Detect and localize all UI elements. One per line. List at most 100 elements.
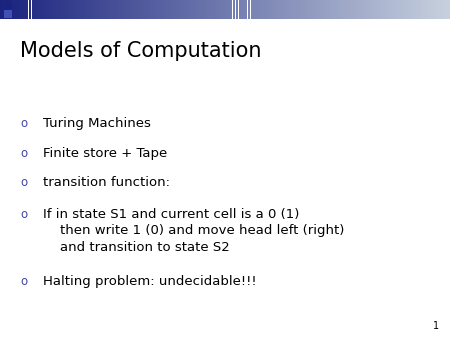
Bar xyxy=(48,0,50,19)
Bar xyxy=(183,0,184,19)
Bar xyxy=(356,0,357,19)
Bar xyxy=(180,0,181,19)
Bar xyxy=(216,0,217,19)
Bar xyxy=(212,0,213,19)
Bar xyxy=(1,0,3,19)
Bar xyxy=(449,0,450,19)
Bar xyxy=(315,0,316,19)
Bar xyxy=(411,0,413,19)
Text: o: o xyxy=(20,117,27,129)
Bar xyxy=(80,0,81,19)
Bar xyxy=(431,0,432,19)
Bar xyxy=(255,0,256,19)
Bar xyxy=(377,0,378,19)
Bar xyxy=(181,0,183,19)
Bar xyxy=(360,0,361,19)
Bar xyxy=(93,0,94,19)
Bar xyxy=(260,0,261,19)
Bar xyxy=(76,0,78,19)
Bar xyxy=(107,0,108,19)
Bar xyxy=(32,0,33,19)
Bar xyxy=(359,0,360,19)
Bar xyxy=(100,0,102,19)
Bar xyxy=(357,0,359,19)
Bar xyxy=(204,0,206,19)
Bar xyxy=(4,1,12,9)
Bar xyxy=(225,0,226,19)
Bar xyxy=(54,0,55,19)
Bar xyxy=(350,0,351,19)
Bar xyxy=(197,0,198,19)
Bar xyxy=(447,0,449,19)
Bar xyxy=(354,0,356,19)
Bar xyxy=(50,0,51,19)
Bar xyxy=(40,0,42,19)
Bar xyxy=(171,0,172,19)
Bar xyxy=(90,0,91,19)
Bar xyxy=(399,0,400,19)
Bar xyxy=(432,0,433,19)
Bar xyxy=(148,0,150,19)
Bar xyxy=(45,0,46,19)
Bar xyxy=(428,0,429,19)
Bar xyxy=(390,0,392,19)
Bar xyxy=(343,0,345,19)
Bar xyxy=(307,0,309,19)
Bar xyxy=(258,0,260,19)
Bar xyxy=(42,0,44,19)
Bar xyxy=(72,0,73,19)
Bar xyxy=(58,0,60,19)
Bar xyxy=(410,0,411,19)
Bar xyxy=(363,0,365,19)
Bar xyxy=(436,0,438,19)
Bar xyxy=(248,0,249,19)
Bar xyxy=(134,0,135,19)
Text: Halting problem: undecidable!!!: Halting problem: undecidable!!! xyxy=(43,275,256,288)
Bar xyxy=(161,0,162,19)
Bar xyxy=(172,0,174,19)
Bar xyxy=(207,0,208,19)
Bar xyxy=(361,0,363,19)
Bar xyxy=(19,0,21,19)
Bar xyxy=(194,0,195,19)
Bar xyxy=(273,0,274,19)
Bar xyxy=(51,0,53,19)
Bar xyxy=(18,0,19,19)
Bar xyxy=(179,0,180,19)
Bar xyxy=(374,0,375,19)
Bar xyxy=(174,0,176,19)
Bar xyxy=(152,0,153,19)
Bar xyxy=(188,0,189,19)
Bar xyxy=(298,0,300,19)
Bar xyxy=(136,0,138,19)
Bar xyxy=(366,0,368,19)
Bar xyxy=(117,0,118,19)
Bar xyxy=(375,0,377,19)
Bar xyxy=(420,0,422,19)
Bar xyxy=(395,0,396,19)
Bar xyxy=(201,0,202,19)
Bar xyxy=(246,0,248,19)
Bar xyxy=(318,0,320,19)
Bar xyxy=(217,0,219,19)
Bar xyxy=(228,0,230,19)
Bar xyxy=(342,0,343,19)
Bar xyxy=(382,0,384,19)
Bar xyxy=(294,0,296,19)
Bar xyxy=(60,0,62,19)
Bar xyxy=(381,0,382,19)
Bar xyxy=(312,0,314,19)
Bar xyxy=(234,0,235,19)
Bar xyxy=(422,0,423,19)
Bar xyxy=(338,0,339,19)
Bar xyxy=(415,0,417,19)
Bar xyxy=(253,0,255,19)
Bar xyxy=(10,0,12,19)
Bar xyxy=(238,0,240,19)
Bar xyxy=(189,0,190,19)
Bar xyxy=(330,0,332,19)
Bar xyxy=(423,0,424,19)
Bar xyxy=(413,0,414,19)
Bar xyxy=(39,0,40,19)
Bar xyxy=(306,0,307,19)
